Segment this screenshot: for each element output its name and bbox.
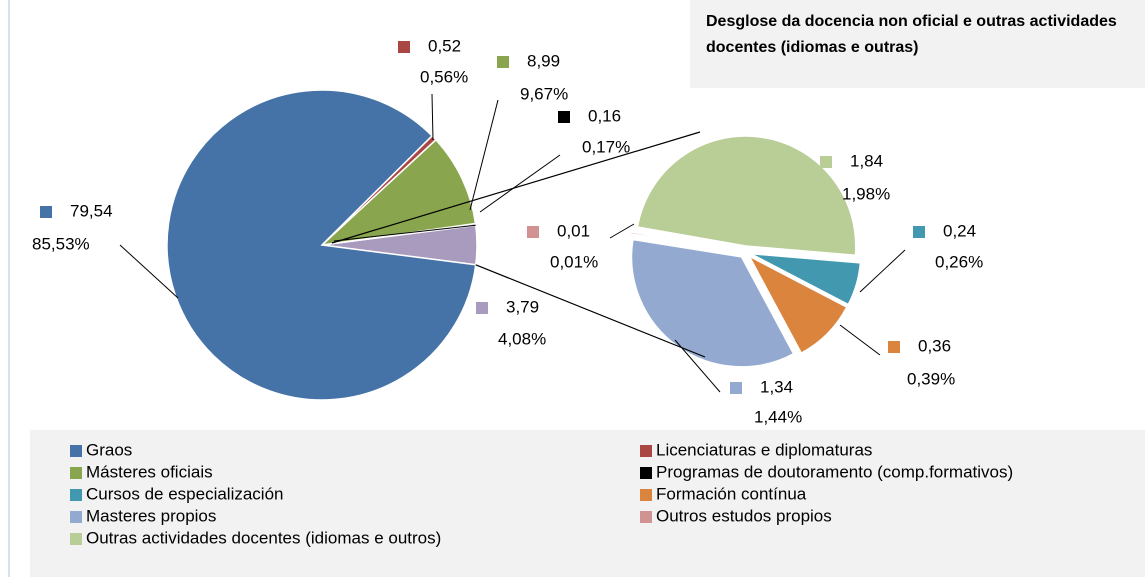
label-swatch [730,382,742,394]
legend-label: Outros estudos propios [656,506,832,525]
label-swatch [497,56,509,68]
data-label: 0,36 [918,336,951,355]
data-label: 1,98% [842,184,890,203]
pie-slice [319,138,477,247]
data-label: 79,54 [70,201,113,220]
leader-line [119,244,179,299]
data-label: 1,44% [754,407,802,426]
data-label: 0,17% [582,137,630,156]
data-label: 1,34 [760,377,793,396]
legend-swatch [640,489,652,501]
legend-label: Cursos de especialización [86,484,284,503]
data-label: 1,84 [850,151,883,170]
legend-label: Formación contínua [656,484,807,503]
data-label: 0,24 [943,221,976,240]
legend-label: Masteres propios [86,506,216,525]
label-swatch [40,206,52,218]
data-label: 8,99 [527,51,560,70]
legend-label: Outras actividades docentes (idiomas e o… [86,528,441,547]
legend-box [30,430,1145,577]
data-label: 0,56% [420,67,468,86]
legend-label: Másteres oficiais [86,462,213,481]
leader-line [609,223,635,239]
legend-swatch [70,467,82,479]
leader-line [479,154,561,213]
connector [475,264,706,358]
data-label: 0,52 [428,36,461,55]
leader-line [674,339,721,393]
legend-label: Licenciaturas e diplomaturas [656,440,872,459]
pie-slice [629,231,740,252]
pie-slice [747,254,848,355]
data-label: 0,01% [550,252,598,271]
data-label: 3,79 [506,297,539,316]
data-label: 0,01 [557,221,590,240]
data-label: 4,08% [498,329,546,348]
data-label: 0,39% [907,369,955,388]
legend-label: Graos [86,440,132,459]
leader-line [469,99,499,211]
leader-line [839,324,881,356]
leader-line [431,93,434,141]
legend-swatch [640,445,652,457]
leader-line [859,249,906,293]
data-label: 9,67% [520,84,568,103]
data-label: 85,53% [32,234,90,253]
label-swatch [558,111,570,123]
data-label: 0,16 [588,106,621,125]
connector [333,224,476,242]
legend-swatch [70,489,82,501]
label-swatch [820,156,832,168]
legend-swatch [640,467,652,479]
label-swatch [888,341,900,353]
legend-swatch [70,533,82,545]
pie-slice [636,135,857,257]
pie-slice [166,89,477,401]
legend-swatch [70,445,82,457]
data-label: 0,26% [935,252,983,271]
connector [331,131,701,244]
label-swatch [527,226,539,238]
legend-swatch [640,511,652,523]
label-swatch [913,226,925,238]
legend-label: Programas de doutoramento (comp.formativ… [656,462,1013,481]
label-swatch [476,302,488,314]
chart-title: Desglose da docencia non oficial e outra… [690,0,1145,88]
label-swatch [398,41,410,53]
pie-slice [750,252,862,306]
legend-swatch [70,511,82,523]
